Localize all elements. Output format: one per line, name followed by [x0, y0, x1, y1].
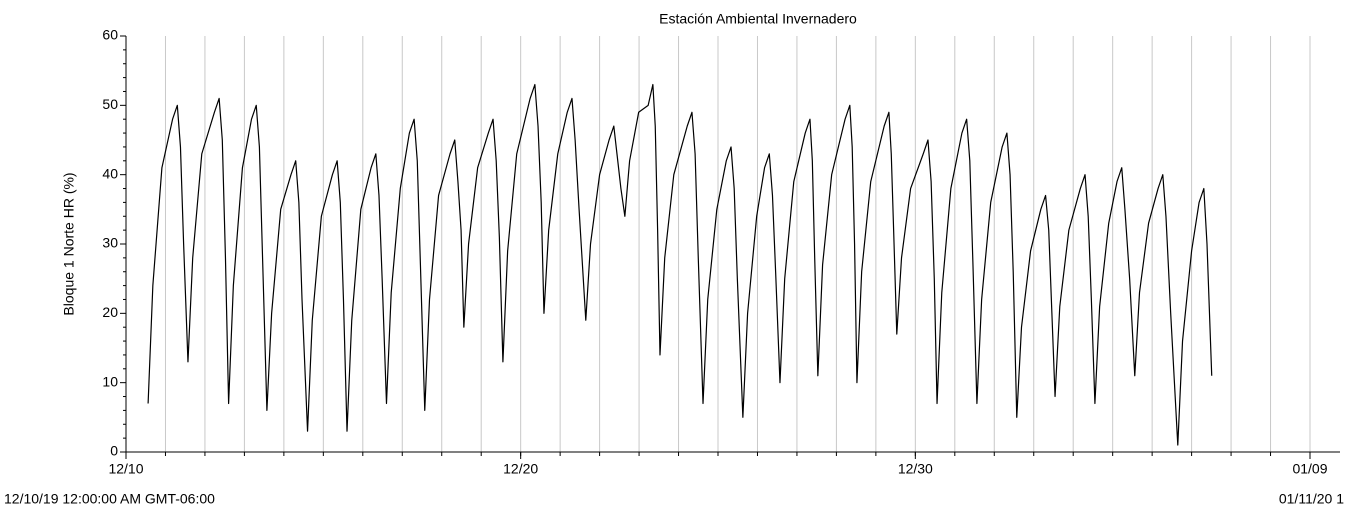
y-tick-label: 20: [102, 304, 118, 320]
y-tick-label: 60: [102, 27, 118, 43]
data-line: [147, 83, 1213, 446]
y-tick-label: 30: [102, 235, 118, 251]
x-tick-label: 12/10: [108, 461, 143, 477]
y-axis-label: Bloque 1 Norte HR (%): [61, 172, 77, 315]
y-tick-label: 10: [102, 373, 118, 389]
end-label: 01/11/20 1: [1279, 491, 1344, 507]
y-tick-label: 40: [102, 165, 118, 181]
x-tick-label: 12/20: [503, 461, 538, 477]
x-tick-label: 01/09: [1292, 461, 1327, 477]
chart-title: Estación Ambiental Invernadero: [659, 11, 857, 27]
y-tick-label: 0: [110, 443, 118, 459]
start-label: 12/10/19 12:00:00 AM GMT-06:00: [4, 491, 215, 507]
y-tick-label: 50: [102, 96, 118, 112]
x-tick-label: 12/30: [898, 461, 933, 477]
